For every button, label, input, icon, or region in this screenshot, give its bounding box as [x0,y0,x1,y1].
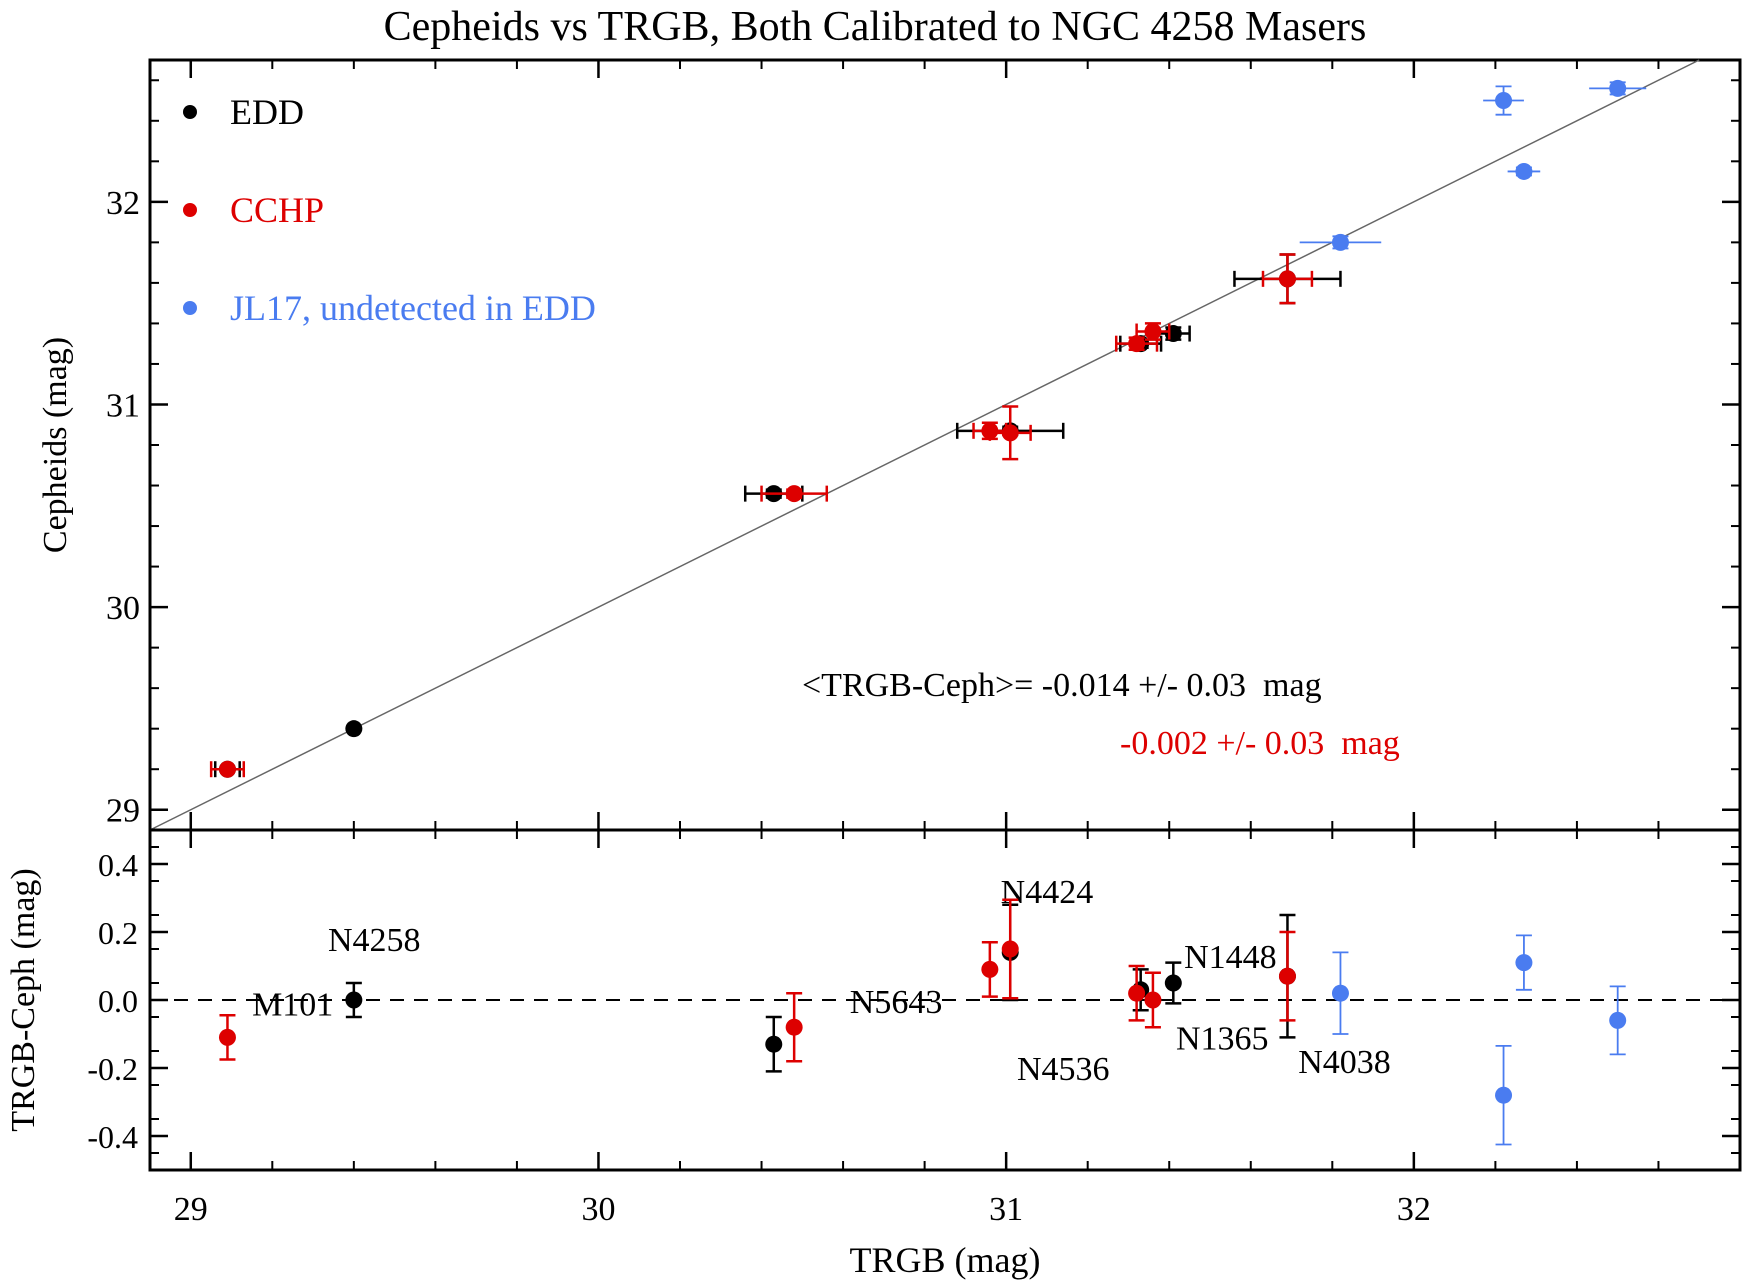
galaxy-label-n1448: N1448 [1184,939,1277,976]
top-point-jl17-2-marker [1515,162,1533,180]
mean-offset-annotation-edd: <TRGB-Ceph>= -0.014 +/- 0.03 mag [802,667,1322,704]
bottom-point-cchp-0-marker [218,1028,236,1046]
bottom-point-cchp-6-marker [1278,967,1296,985]
top-y-tick-label-1: 30 [106,590,140,627]
legend-label-edd: EDD [230,92,304,132]
top-panel: 29 30 31 32 Cepheids (mag) EDD CCHP JL17, u… [37,58,1742,832]
galaxy-label-n1365: N1365 [1176,1020,1269,1057]
galaxy-label-n5643: N5643 [850,984,943,1021]
identity-line [149,59,1700,831]
legend: EDD CCHP JL17, undetected in EDD [183,92,596,328]
top-point-jl17-1-marker [1495,92,1513,110]
bottom-y-tick-label-2: 0.0 [98,983,138,1019]
top-point-cchp-5-marker [1144,323,1162,341]
galaxy-label-n4258: N4258 [328,922,421,959]
legend-marker-jl17 [183,301,197,315]
legend-marker-edd [183,105,197,119]
top-y-tick-label-2: 31 [106,387,140,424]
bottom-y-tick-label-0: 0.4 [98,847,138,883]
bottom-point-jl17-1-marker [1495,1086,1513,1104]
bottom-point-cchp-1-marker [785,1018,803,1036]
bottom-point-jl17-3-marker [1609,1011,1627,1029]
bottom-panel: 29 30 31 32 0.4 0.2 0.0 -0.2 -0.4 M101 N4258 N5643… [5,828,1742,1280]
top-point-jl17-3-marker [1609,79,1627,97]
top-y-tick-label-0: 29 [106,793,140,830]
bottom-y-tick-label-1: 0.2 [98,915,138,951]
bottom-y-axis-label: TRGB-Ceph (mag) [5,868,42,1131]
x-axis-label: TRGB (mag) [850,1240,1041,1280]
x-tick-label-1: 30 [581,1191,615,1228]
x-tick-label-3: 32 [1397,1191,1431,1228]
top-data-marks [209,79,1647,778]
x-tick-label-2: 31 [989,1191,1023,1228]
galaxy-label-m101: M101 [252,986,333,1023]
chart-title: Cepheids vs TRGB, Both Calibrated to NGC… [384,4,1367,50]
galaxy-label-n4038: N4038 [1298,1044,1391,1081]
bottom-y-tick-label-3: -0.2 [87,1051,138,1087]
top-point-cchp-3-marker [1001,424,1019,442]
legend-label-jl17: JL17, undetected in EDD [230,288,596,328]
bottom-y-tick-label-4: -0.4 [87,1119,138,1155]
bottom-axis-ticks: 29 30 31 32 0.4 0.2 0.0 -0.2 -0.4 [87,830,1740,1228]
legend-marker-cchp [183,203,197,217]
bottom-point-jl17-0-marker [1331,984,1349,1002]
bottom-point-cchp-3-marker [1001,940,1019,958]
top-point-cchp-1-marker [785,485,803,503]
top-axis-ticks: 29 30 31 32 [106,60,1740,830]
top-point-cchp-6-marker [1278,270,1296,288]
top-y-axis-label: Cepheids (mag) [37,337,74,553]
top-point-cchp-0-marker [218,760,236,778]
bottom-point-edd-0-marker [345,991,363,1009]
top-point-jl17-0-marker [1331,233,1349,251]
bottom-data-marks [218,898,1627,1146]
bottom-point-cchp-2-marker [981,960,999,978]
legend-label-cchp: CCHP [230,190,324,230]
top-point-edd-1-marker [345,720,363,738]
top-y-tick-label-3: 32 [106,185,140,222]
x-tick-label-0: 29 [174,1191,208,1228]
bottom-point-cchp-5-marker [1144,991,1162,1009]
mean-offset-annotation-cchp: -0.002 +/- 0.03 mag [1120,725,1400,762]
bottom-point-edd-1-marker [765,1035,783,1053]
bottom-point-edd-4-marker [1164,974,1182,992]
bottom-point-jl17-2-marker [1515,954,1533,972]
top-point-edd-5-marker [1164,325,1182,343]
galaxy-label-n4536: N4536 [1017,1051,1110,1088]
top-point-cchp-4-marker [1128,335,1146,353]
bottom-point-cchp-4-marker [1128,984,1146,1002]
